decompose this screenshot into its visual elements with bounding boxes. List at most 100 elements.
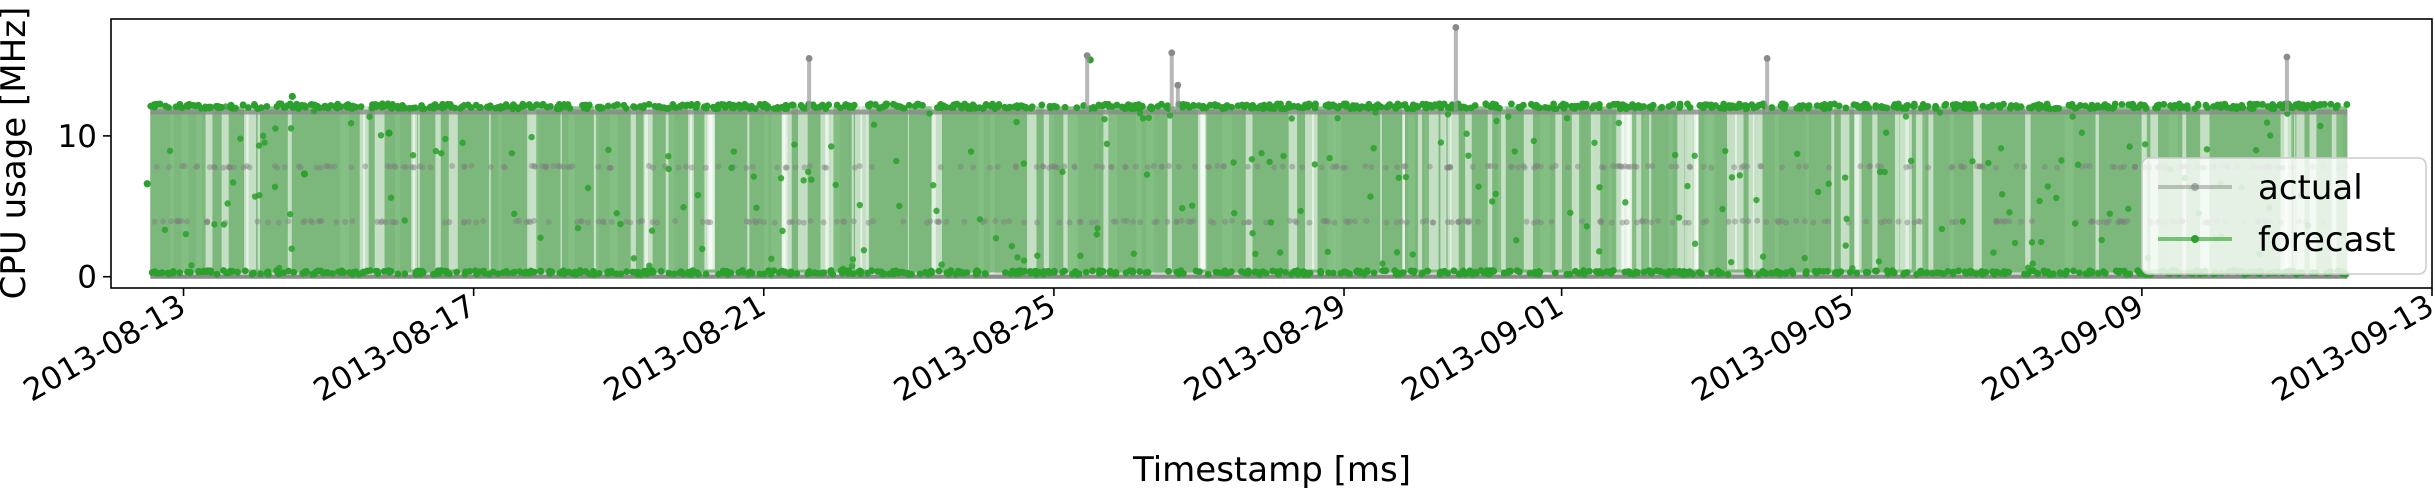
actual-point xyxy=(348,164,355,171)
forecast-point xyxy=(1136,268,1144,275)
forecast-point xyxy=(856,267,864,275)
actual-point xyxy=(1210,219,1217,226)
forecast-point xyxy=(1032,268,1039,276)
forecast-point xyxy=(2252,100,2259,108)
actual-point xyxy=(1056,219,1063,226)
forecast-point xyxy=(257,104,265,112)
forecast-band-gap xyxy=(1727,106,1737,270)
forecast-point xyxy=(1777,102,1785,110)
forecast-point xyxy=(1077,252,1084,260)
forecast-point xyxy=(1669,100,1677,108)
actual-point xyxy=(704,218,711,225)
forecast-point xyxy=(1260,101,1268,109)
actual-point xyxy=(607,164,614,171)
actual-point xyxy=(761,219,768,226)
forecast-band-gap xyxy=(1167,106,1172,270)
forecast-point xyxy=(702,270,710,278)
actual-point xyxy=(1363,217,1370,224)
actual-point xyxy=(1129,218,1136,225)
actual-point xyxy=(2021,163,2028,170)
forecast-point xyxy=(1923,269,1931,277)
forecast-point xyxy=(1853,269,1861,277)
actual-point xyxy=(1455,218,1462,225)
actual-point xyxy=(1911,219,1918,226)
legend-forecast-marker xyxy=(2191,235,2199,243)
actual-point xyxy=(316,217,323,224)
forecast-band-gap xyxy=(359,106,369,270)
actual-point xyxy=(194,163,201,170)
forecast-point xyxy=(905,101,913,109)
forecast-point xyxy=(492,104,499,112)
forecast-band-gap xyxy=(221,106,229,270)
forecast-band-gap xyxy=(417,106,420,270)
actual-point xyxy=(1093,219,1100,226)
forecast-point xyxy=(344,101,352,108)
forecast-point xyxy=(1223,102,1231,109)
actual-point xyxy=(461,218,468,225)
actual-point xyxy=(313,164,320,171)
actual-point xyxy=(1292,218,1299,225)
actual-point xyxy=(1668,163,1675,170)
actual-point xyxy=(2095,219,2102,226)
actual-point xyxy=(315,218,322,225)
actual-point xyxy=(1533,162,1540,169)
forecast-band-gap xyxy=(1288,106,1298,270)
actual-point xyxy=(1740,163,1747,170)
forecast-series-band xyxy=(150,106,2348,273)
actual-point xyxy=(525,218,532,225)
forecast-point xyxy=(2106,210,2114,217)
actual-point xyxy=(362,163,369,170)
forecast-point xyxy=(1297,207,1304,215)
forecast-point xyxy=(1689,270,1697,278)
forecast-point xyxy=(987,102,995,110)
forecast-point xyxy=(1008,242,1016,250)
actual-point xyxy=(1993,164,2000,171)
actual-spike-point xyxy=(1763,55,1771,62)
actual-point xyxy=(1465,219,1472,226)
forecast-point xyxy=(588,270,596,278)
forecast-point xyxy=(2284,110,2291,117)
forecast-band-gap xyxy=(1840,106,1843,270)
actual-point xyxy=(1614,163,1621,170)
actual-point xyxy=(751,217,758,224)
actual-point xyxy=(1538,219,1545,226)
forecast-point xyxy=(401,270,409,278)
forecast-point xyxy=(800,177,807,184)
legend: actual forecast xyxy=(2141,157,2427,275)
actual-point xyxy=(1299,164,1306,171)
forecast-point xyxy=(728,164,735,172)
actual-point xyxy=(1466,218,1473,225)
actual-point xyxy=(600,218,607,225)
actual-point xyxy=(702,164,709,171)
forecast-band-gap xyxy=(1621,106,1624,270)
forecast-point xyxy=(1367,193,1374,200)
forecast-point xyxy=(409,152,417,159)
forecast-point xyxy=(1266,104,1274,112)
forecast-point xyxy=(366,113,373,120)
actual-point xyxy=(841,218,848,225)
forecast-point xyxy=(1026,268,1034,275)
actual-point xyxy=(1825,164,1832,171)
forecast-point xyxy=(1034,252,1041,259)
actual-point xyxy=(1627,163,1634,170)
actual-point xyxy=(683,163,690,170)
actual-point xyxy=(2124,217,2131,224)
forecast-point xyxy=(1811,267,1819,275)
actual-point xyxy=(225,163,232,170)
forecast-point xyxy=(1216,269,1224,277)
actual-point xyxy=(1034,219,1041,226)
forecast-point xyxy=(1641,268,1648,276)
actual-point xyxy=(1021,219,1028,226)
forecast-point xyxy=(2266,132,2274,139)
forecast-point xyxy=(1513,237,1520,244)
actual-series-spikes xyxy=(805,24,2291,112)
actual-point xyxy=(408,163,415,170)
actual-point xyxy=(2054,164,2061,171)
actual-point xyxy=(577,218,584,225)
forecast-point xyxy=(1535,104,1543,112)
forecast-point xyxy=(1020,257,1028,264)
forecast-point xyxy=(2298,102,2305,109)
forecast-point xyxy=(2006,209,2013,216)
actual-point xyxy=(654,219,661,226)
forecast-point xyxy=(510,103,518,110)
